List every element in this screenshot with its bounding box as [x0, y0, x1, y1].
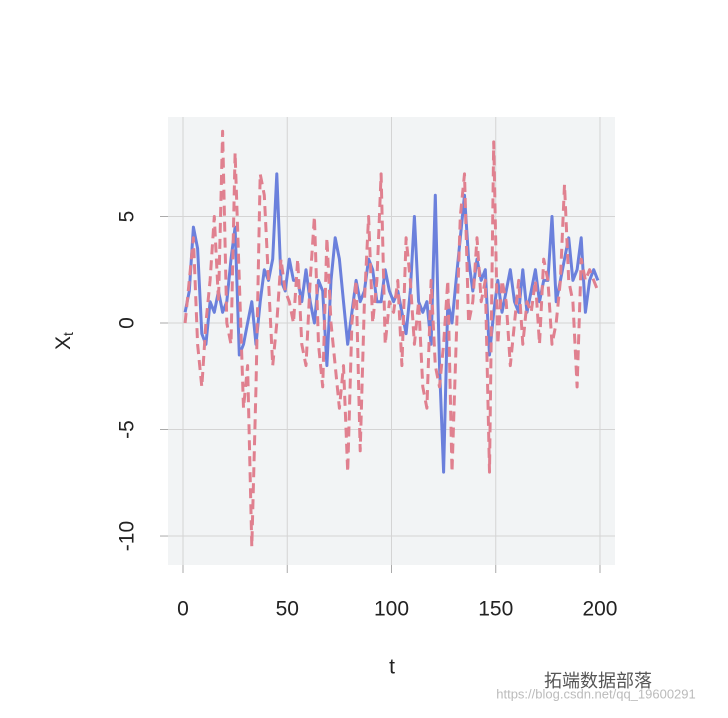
y-tick-label: 5	[116, 211, 139, 223]
x-tick-label: 0	[177, 598, 189, 621]
y-tick-label: -5	[116, 420, 139, 439]
y-label-base: X	[52, 336, 75, 350]
x-tick-label: 100	[374, 598, 409, 621]
x-tick-label: 150	[478, 598, 513, 621]
x-tick-label: 200	[582, 598, 617, 621]
y-tick-label: -10	[116, 521, 139, 551]
x-axis-label: t	[389, 656, 395, 679]
y-axis-label: Xt	[52, 332, 76, 350]
x-tick-label: 50	[276, 598, 299, 621]
y-tick-label: 0	[116, 317, 139, 329]
watermark: 拓端数据部落	[544, 671, 652, 691]
watermark-url: https://blog.csdn.net/qq_19600291	[496, 686, 696, 701]
series-line	[183, 172, 600, 474]
y-label-subscript: t	[60, 332, 76, 336]
series-line	[183, 129, 600, 549]
